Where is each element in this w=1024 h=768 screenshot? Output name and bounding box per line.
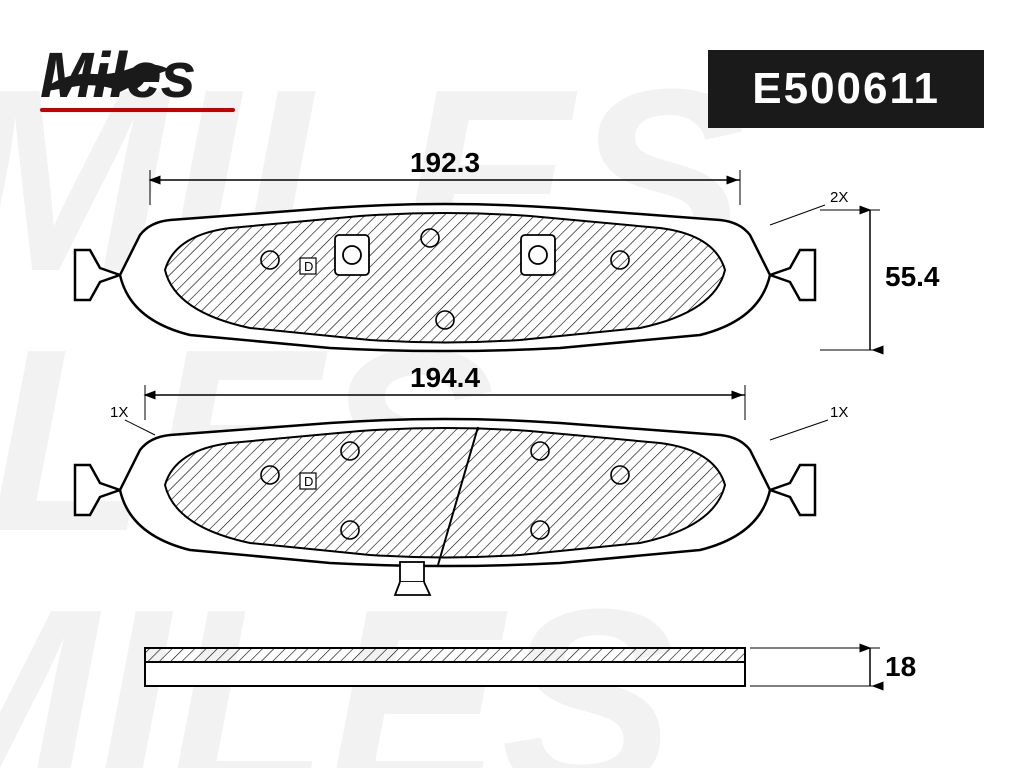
pad-outer-drawing: 192.3 2X D 55.4 <box>75 150 940 351</box>
pad-side-view: 18 <box>145 648 916 686</box>
svg-text:D: D <box>304 474 313 489</box>
annot-1x-right: 1X <box>830 404 848 421</box>
annot-2x: 2X <box>830 189 848 206</box>
dim-thickness: 18 <box>885 651 916 682</box>
svg-text:D: D <box>304 259 313 274</box>
pad-inner-drawing: 194.4 1X 1X D <box>75 362 848 595</box>
brake-pad-diagram: 192.3 2X D 55.4 <box>0 150 1024 760</box>
dim-width-top: 192.3 <box>410 150 480 178</box>
part-number-badge: E500611 <box>708 50 984 128</box>
dim-width-bottom: 194.4 <box>410 362 480 393</box>
part-number-text: E500611 <box>752 64 940 113</box>
greyhound-icon <box>40 60 180 96</box>
brand-logo: Miles <box>40 38 235 112</box>
annot-1x-left: 1X <box>110 404 128 421</box>
dim-height: 55.4 <box>885 261 940 292</box>
